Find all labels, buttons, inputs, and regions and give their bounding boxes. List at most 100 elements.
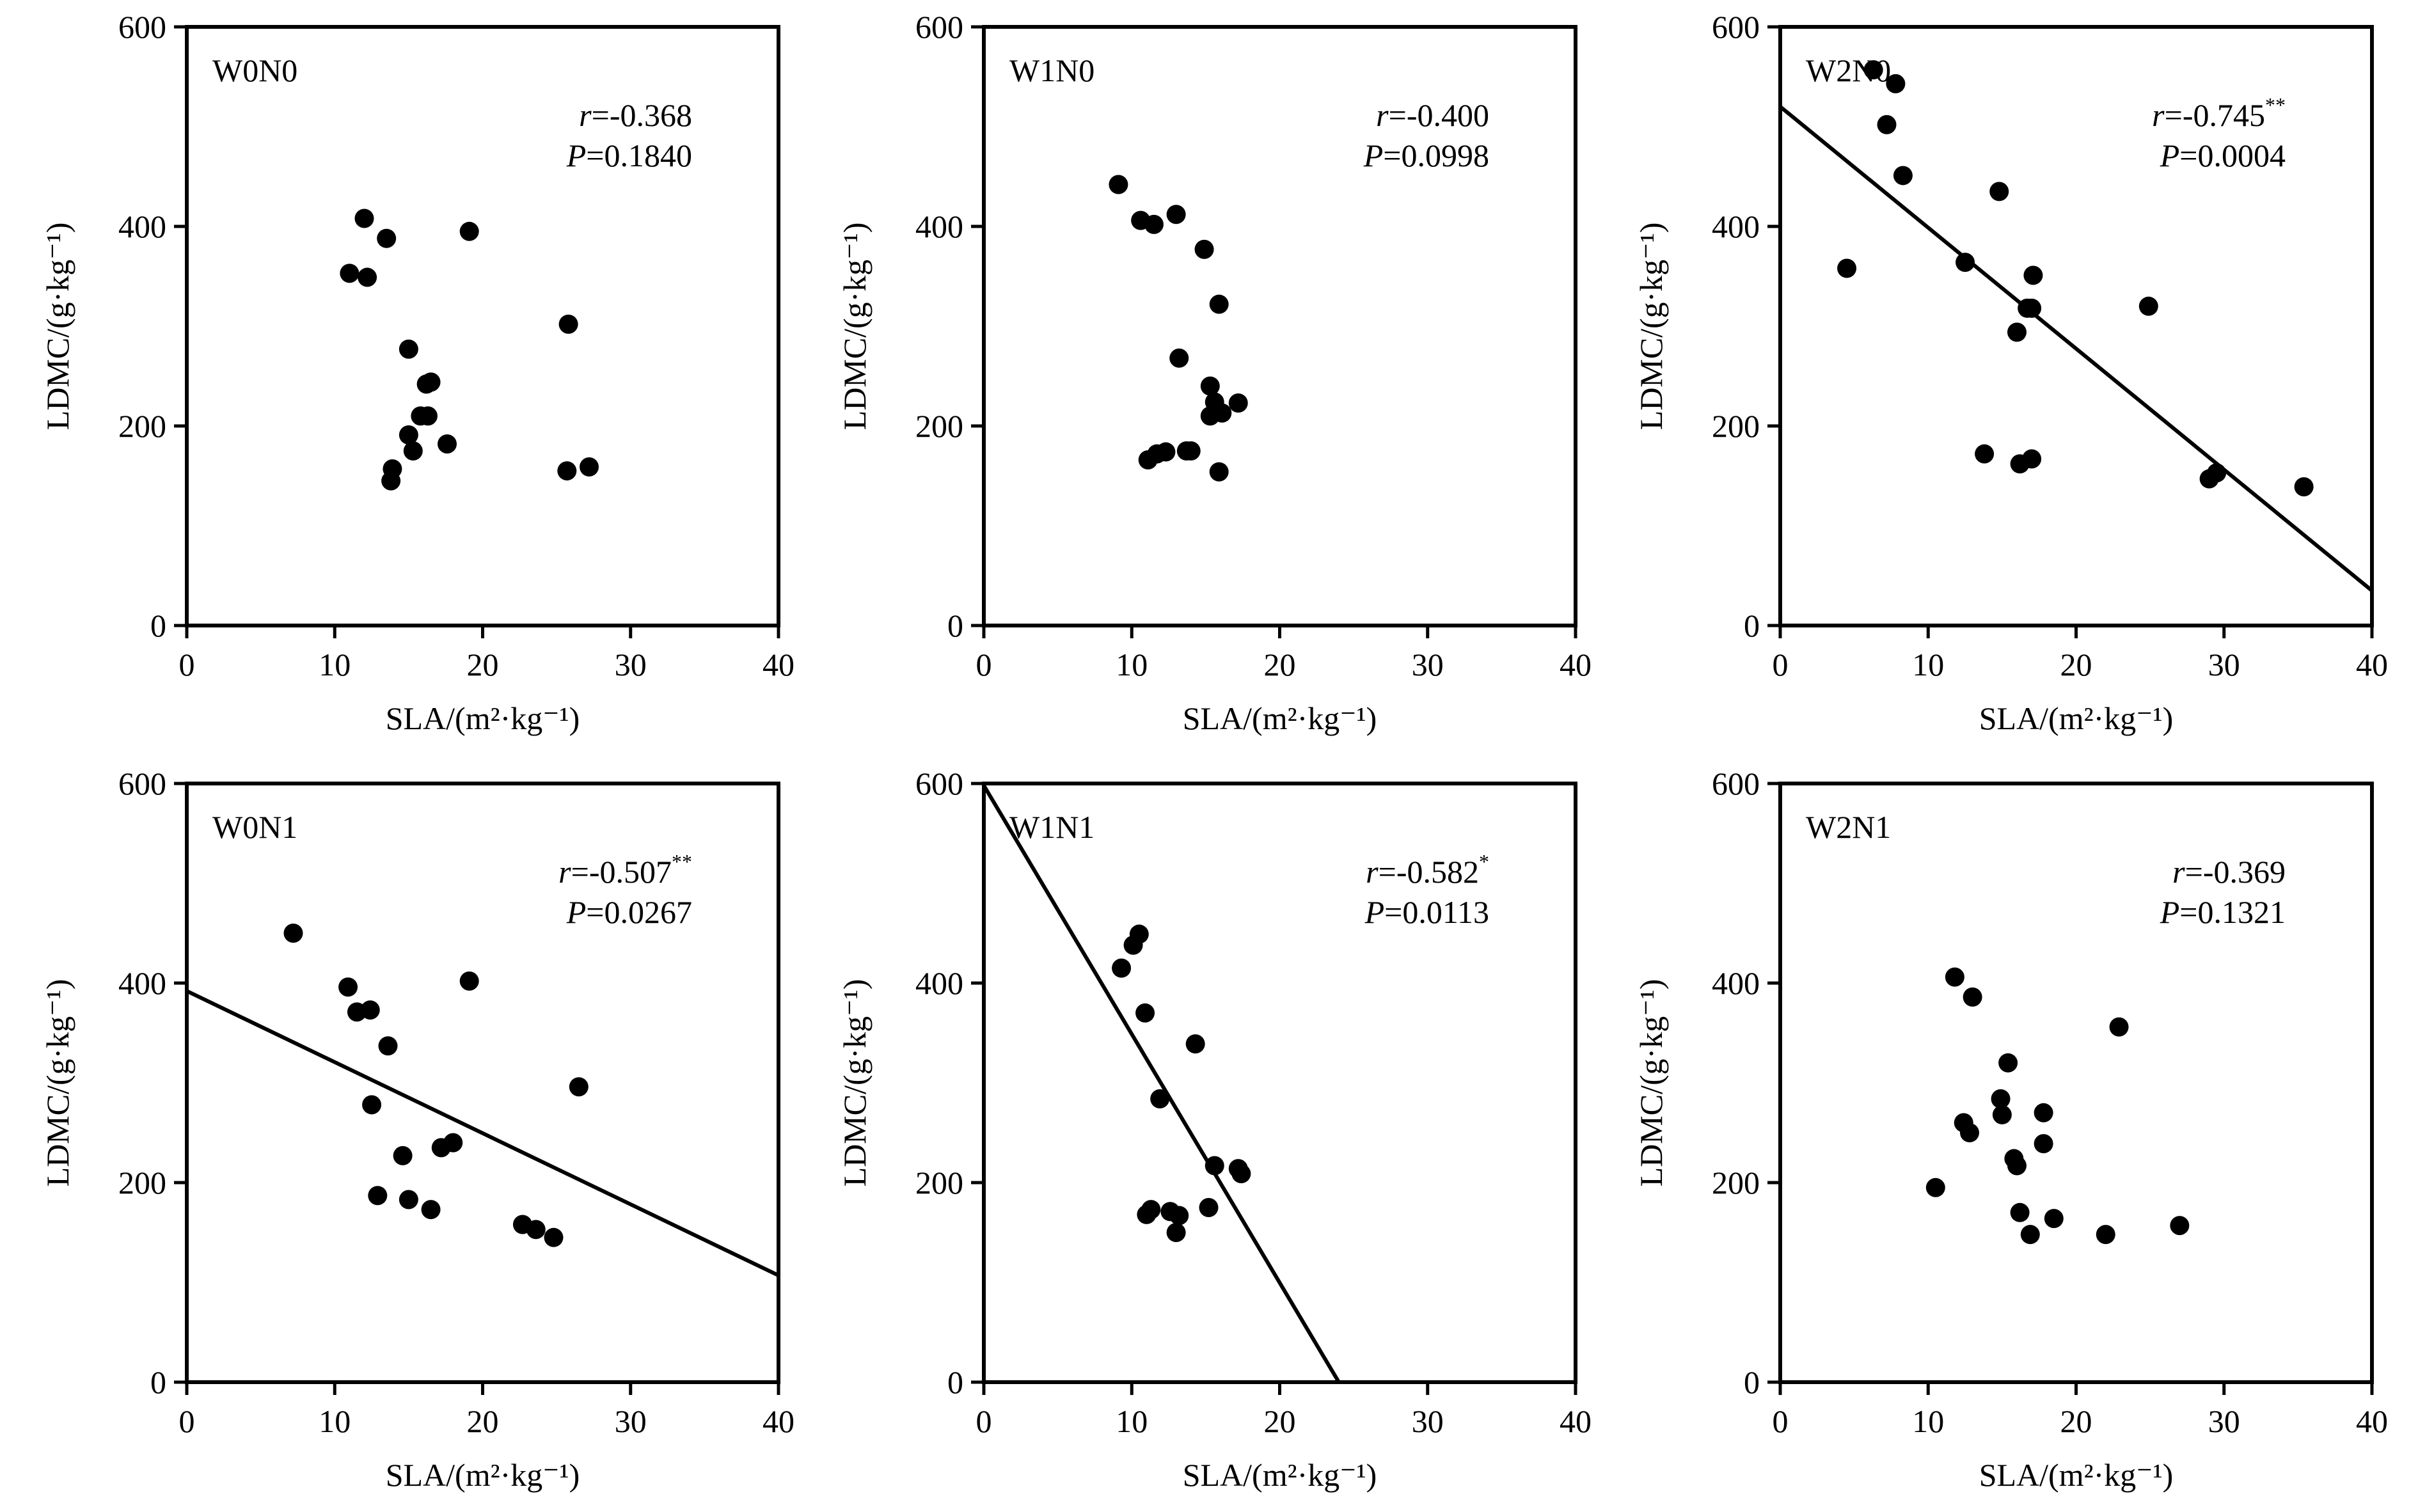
p-symbol: P <box>2160 138 2180 173</box>
data-point <box>1135 1003 1155 1023</box>
panel-label: W0N0 <box>212 52 297 88</box>
r-significance: ** <box>672 850 692 873</box>
x-axis-title: SLA/(m²·kg⁻¹) <box>1979 1457 2174 1493</box>
correlation-r: r=-0.507** <box>558 850 692 890</box>
y-tick-label: 600 <box>915 9 963 45</box>
panel-label: W0N1 <box>212 809 297 845</box>
r-symbol: r <box>1366 854 1379 890</box>
data-point <box>569 1077 589 1097</box>
data-point <box>362 1095 382 1115</box>
x-tick-label: 30 <box>1412 647 1444 682</box>
p-symbol: P <box>566 894 587 930</box>
r-value: =-0.400 <box>1389 97 1489 133</box>
r-symbol: r <box>579 97 592 133</box>
y-axis-title: LDMC/(g·kg⁻¹) <box>1633 979 1669 1187</box>
data-point <box>1166 205 1186 224</box>
data-point <box>403 441 423 461</box>
data-point <box>399 1190 418 1209</box>
x-axis-title: SLA/(m²·kg⁻¹) <box>386 700 580 736</box>
x-tick-label: 20 <box>2060 647 2092 682</box>
p-value-line: P=0.1840 <box>566 138 692 173</box>
y-tick-label: 600 <box>118 9 166 45</box>
y-axis-title: LDMC/(g·kg⁻¹) <box>837 223 873 430</box>
p-symbol: P <box>1363 138 1384 173</box>
x-tick-label: 10 <box>319 647 351 682</box>
r-value: =-0.368 <box>592 97 692 133</box>
r-value: =-0.369 <box>2185 854 2286 890</box>
data-point <box>421 372 441 392</box>
y-tick-label: 600 <box>915 766 963 801</box>
r-value: =-0.745 <box>2165 97 2265 133</box>
data-point <box>557 461 577 481</box>
data-point <box>1837 258 1857 278</box>
x-tick-label: 0 <box>976 1403 992 1439</box>
data-point <box>2207 463 2227 483</box>
data-point <box>1209 294 1229 314</box>
x-tick-label: 40 <box>1560 647 1592 682</box>
y-tick-label: 0 <box>1744 1364 1760 1400</box>
data-point <box>393 1146 413 1165</box>
regression-line <box>187 989 778 1277</box>
x-tick-label: 20 <box>467 1403 499 1439</box>
scatter-panel-w2n1: 0 10 20 30 400200400600SLA/(m²·kg⁻¹)LDMC/(g·… <box>1633 766 2388 1493</box>
y-tick-label: 400 <box>118 209 166 244</box>
data-point <box>1141 1200 1161 1220</box>
x-axis-title: SLA/(m²·kg⁻¹) <box>1979 700 2174 736</box>
data-point <box>1199 1198 1219 1217</box>
scatter-panel-w1n1: 0 10 20 30 400200400600SLA/(m²·kg⁻¹)LDMC/(g·… <box>837 766 1592 1493</box>
data-point <box>1228 393 1248 413</box>
y-tick-label: 0 <box>150 608 166 643</box>
p-value-line: P=0.0998 <box>1363 138 1489 173</box>
data-point <box>443 1133 463 1153</box>
y-axis-title: LDMC/(g·kg⁻¹) <box>837 979 873 1187</box>
p-value: =0.1321 <box>2179 894 2286 930</box>
data-point <box>1156 442 1176 462</box>
p-value-line: P=0.0004 <box>2160 138 2286 173</box>
x-tick-label: 10 <box>1912 647 1944 682</box>
y-tick-label: 200 <box>118 1165 166 1201</box>
y-tick-label: 0 <box>150 1364 166 1400</box>
regression-line <box>984 784 1341 1382</box>
data-point <box>1112 958 1132 978</box>
plot-frame <box>982 782 1577 1384</box>
p-value-line: P=0.0267 <box>566 894 692 930</box>
data-point <box>2010 1202 2030 1222</box>
x-tick-label: 10 <box>1116 647 1148 682</box>
data-point <box>1925 1177 1945 1197</box>
data-point <box>399 425 418 445</box>
scatter-panel-w2n0: 0 10 20 30 400200400600SLA/(m²·kg⁻¹)LDMC/(g·… <box>1633 9 2388 736</box>
x-tick-label: 0 <box>179 647 195 682</box>
y-tick-label: 200 <box>915 408 963 444</box>
data-point <box>340 264 360 283</box>
y-tick-label: 200 <box>118 408 166 444</box>
x-tick-label: 20 <box>467 647 499 682</box>
y-tick-label: 600 <box>1712 766 1760 801</box>
data-point <box>526 1220 546 1240</box>
plot-frame <box>1778 25 2374 627</box>
data-point <box>1231 1163 1251 1183</box>
data-point <box>1129 924 1149 944</box>
data-point <box>354 209 374 228</box>
panel-label: W1N1 <box>1009 809 1094 845</box>
r-symbol: r <box>2152 97 2165 133</box>
data-point <box>378 1036 398 1056</box>
x-tick-label: 40 <box>1560 1403 1592 1439</box>
plot-frame <box>185 782 780 1384</box>
data-point <box>438 434 457 454</box>
scatter-panel-w0n1: 0 10 20 30 400200400600SLA/(m²·kg⁻¹)LDMC/(g·… <box>40 766 794 1493</box>
p-value: =0.0004 <box>2179 138 2286 173</box>
data-point <box>1205 1156 1224 1176</box>
y-axis-title: LDMC/(g·kg⁻¹) <box>1633 223 1669 430</box>
p-symbol: P <box>1364 894 1385 930</box>
r-significance: * <box>1479 850 1489 873</box>
data-point <box>2007 1156 2027 1176</box>
data-point <box>1989 182 2009 201</box>
data-point <box>1200 376 1220 396</box>
x-tick-label: 40 <box>2356 647 2388 682</box>
r-symbol: r <box>558 854 571 890</box>
x-tick-label: 20 <box>2060 1403 2092 1439</box>
p-symbol: P <box>566 138 587 173</box>
data-point <box>2294 477 2314 497</box>
y-tick-label: 0 <box>947 1364 963 1400</box>
